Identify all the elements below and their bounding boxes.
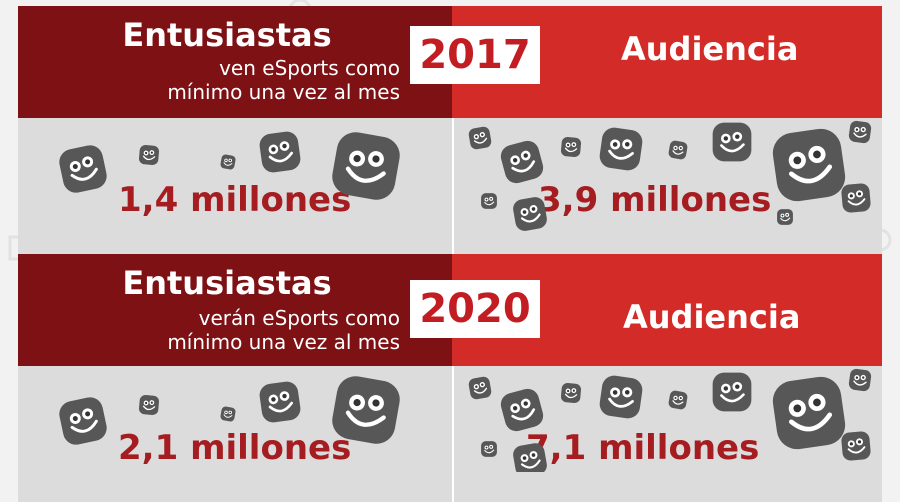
year-badge: 2020 bbox=[410, 280, 540, 338]
enthusiasts-title: Entusiastas bbox=[122, 264, 332, 302]
smiley-face-icon bbox=[468, 126, 492, 150]
year-badge: 2017 bbox=[410, 26, 540, 84]
audience-title: Audiencia bbox=[621, 30, 799, 68]
smiley-face-icon bbox=[220, 154, 236, 170]
smiley-face-icon bbox=[841, 183, 871, 213]
section-2017: Entusiastas ven eSports como mínimo una … bbox=[0, 6, 900, 254]
audience-value: 7,1 millones bbox=[526, 428, 760, 468]
smiley-face-icon bbox=[138, 144, 160, 166]
smiley-face-icon bbox=[668, 140, 688, 160]
smiley-face-icon bbox=[772, 128, 846, 202]
smiley-face-icon bbox=[513, 443, 547, 472]
smiley-face-icon bbox=[500, 388, 544, 432]
smiley-face-icon bbox=[599, 375, 643, 419]
smiley-face-icon bbox=[481, 441, 497, 457]
enthusiasts-value: 1,4 millones bbox=[118, 180, 352, 220]
smiley-face-icon bbox=[138, 394, 160, 416]
banner: Entusiastas verán eSports como mínimo un… bbox=[18, 254, 882, 366]
smiley-face-icon bbox=[59, 397, 107, 445]
smiley-face-icon bbox=[712, 372, 752, 412]
enthusiasts-subtitle-line1: verán eSports como bbox=[198, 306, 400, 330]
smiley-face-icon bbox=[777, 209, 793, 225]
smiley-face-icon bbox=[332, 376, 400, 444]
smiley-face-icon bbox=[332, 132, 400, 200]
smiley-face-icon bbox=[220, 406, 236, 422]
enthusiasts-subtitle-line2: mínimo una vez al mes bbox=[167, 330, 400, 354]
smiley-face-icon bbox=[259, 381, 301, 423]
smiley-face-icon bbox=[560, 382, 582, 404]
enthusiasts-header bbox=[18, 254, 452, 366]
smiley-face-icon bbox=[772, 376, 846, 450]
smiley-face-icon bbox=[848, 368, 872, 392]
smiley-face-icon bbox=[500, 140, 544, 184]
smiley-face-icon bbox=[481, 193, 497, 209]
smiley-face-icon bbox=[560, 136, 582, 158]
smiley-face-icon bbox=[668, 390, 688, 410]
smiley-face-icon bbox=[259, 131, 301, 173]
smiley-face-icon bbox=[513, 197, 547, 231]
audience-title: Audiencia bbox=[623, 298, 801, 336]
enthusiasts-value: 2,1 millones bbox=[118, 428, 352, 468]
audience-value: 3,9 millones bbox=[538, 180, 772, 220]
enthusiasts-title: Entusiastas bbox=[122, 16, 332, 54]
enthusiasts-header bbox=[18, 6, 452, 118]
banner: Entusiastas ven eSports como mínimo una … bbox=[18, 6, 882, 118]
divider bbox=[452, 118, 454, 254]
smiley-face-icon bbox=[841, 431, 871, 461]
smiley-face-icon bbox=[599, 127, 643, 171]
enthusiasts-subtitle-line1: ven eSports como bbox=[219, 56, 400, 80]
smiley-face-icon bbox=[848, 120, 872, 144]
smiley-face-icon bbox=[712, 122, 752, 162]
enthusiasts-subtitle-line2: mínimo una vez al mes bbox=[167, 80, 400, 104]
smiley-face-icon bbox=[468, 376, 492, 400]
divider bbox=[452, 366, 454, 502]
smiley-face-icon bbox=[59, 145, 107, 193]
section-2020: Entusiastas verán eSports como mínimo un… bbox=[0, 254, 900, 502]
